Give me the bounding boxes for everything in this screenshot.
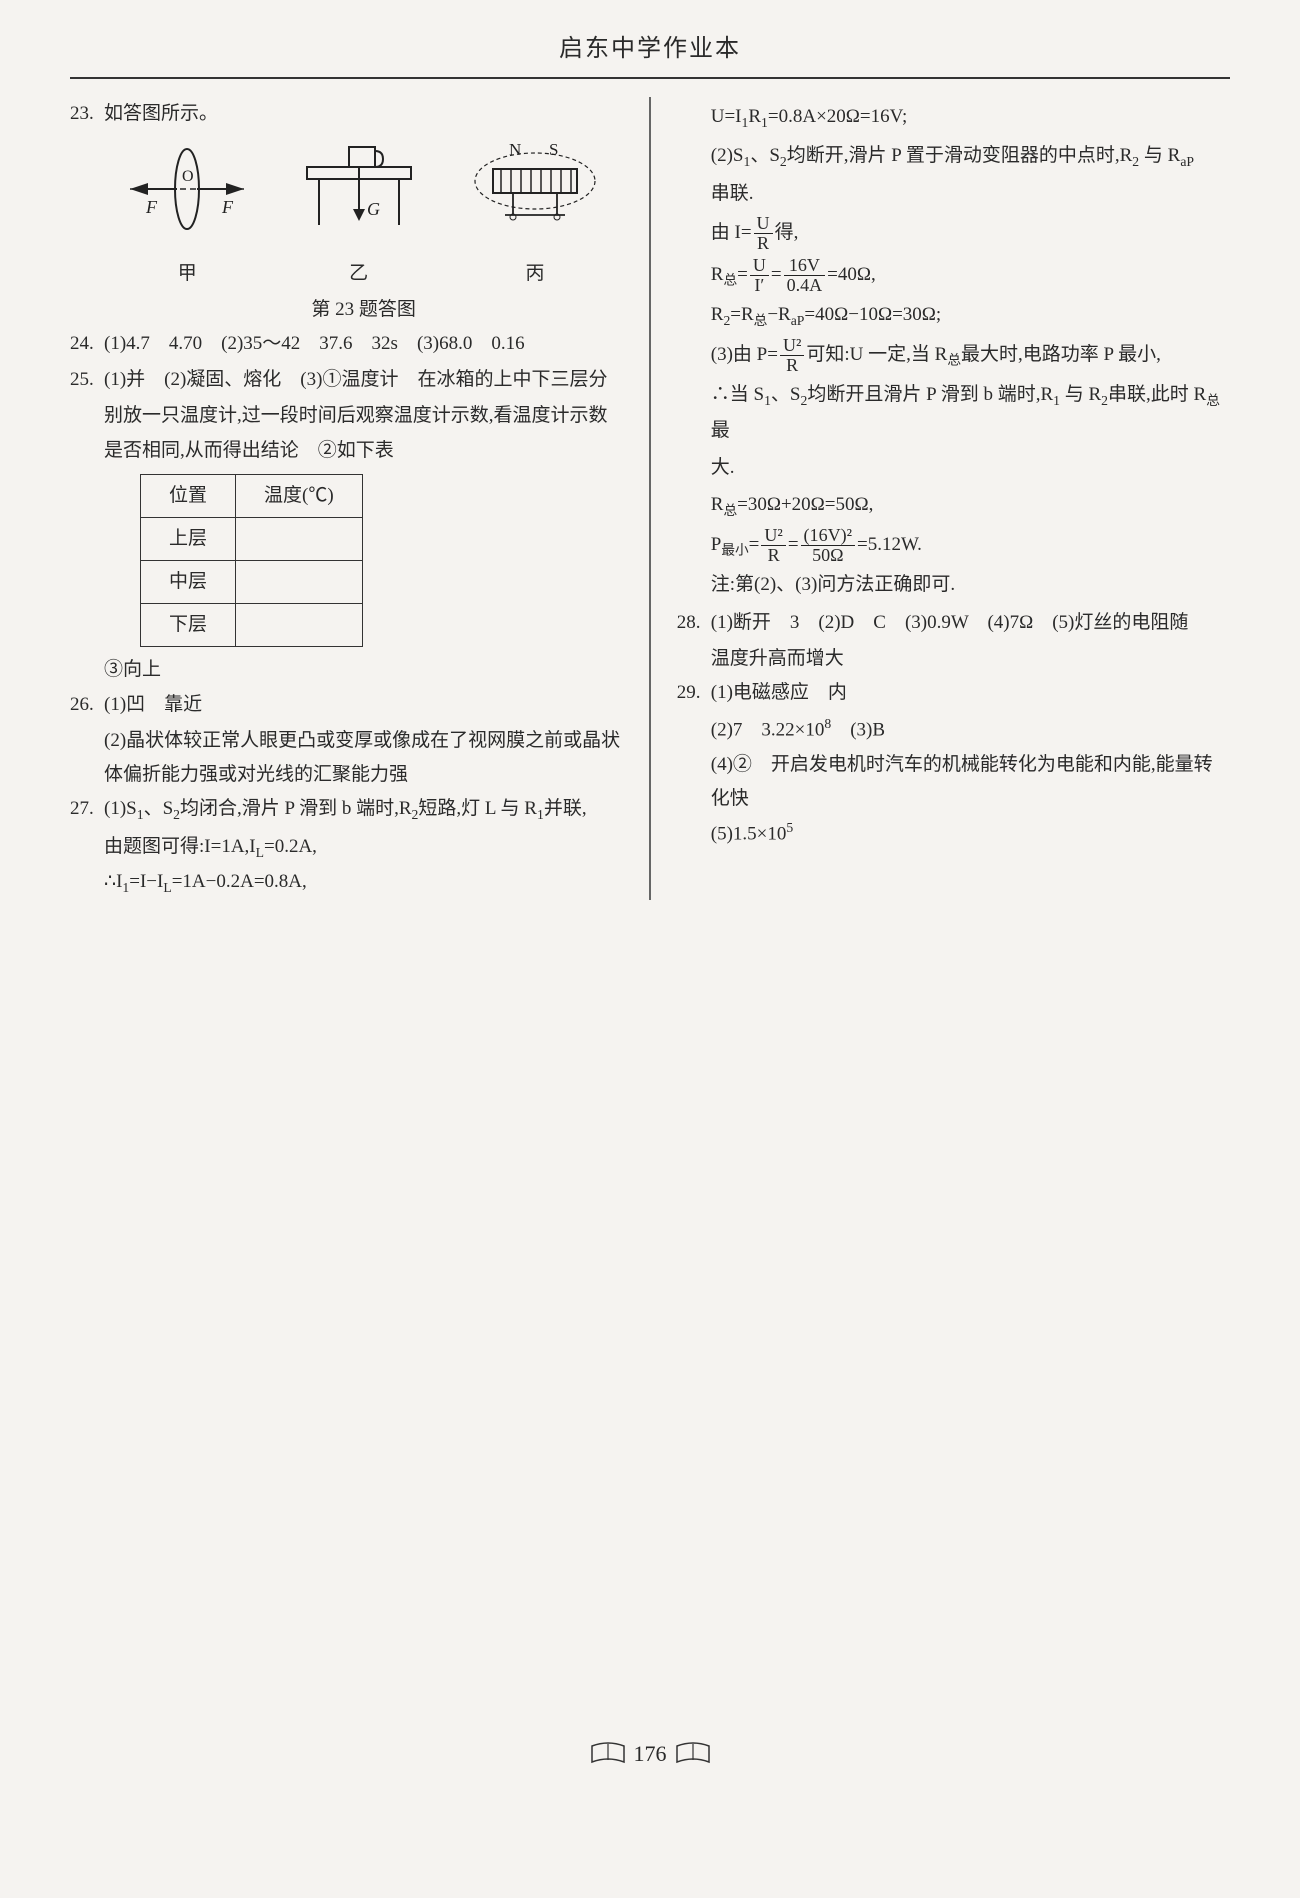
book-right-icon: [673, 1742, 713, 1766]
row-bot: 下层: [141, 604, 236, 647]
q27-l3: ∴I1=I−IL=1A−0.2A=0.8A,: [70, 865, 623, 900]
r6: R2=R总−RaP=40Ω−10Ω=30Ω;: [677, 298, 1230, 333]
q27-l2: 由题图可得:I=1A,IL=0.2A,: [70, 830, 623, 865]
r7: (3)由 P=U²R可知:U 一定,当 R总最大时,电路功率 P 最小,: [677, 336, 1230, 375]
q23: 23. 如答图所示。: [70, 97, 623, 131]
q26-num: 26.: [70, 688, 104, 722]
header-rule: [70, 77, 1230, 79]
q28-num: 28.: [677, 606, 711, 640]
fig-jia-label: 甲: [122, 257, 252, 291]
r5: R总=UI′=16V0.4A=40Ω,: [677, 256, 1230, 295]
r12: 注:第(2)、(3)问方法正确即可.: [677, 568, 1230, 602]
page-footer: 176: [0, 1734, 1300, 1778]
solenoid-icon: N S: [465, 137, 605, 242]
cell-empty: [236, 604, 363, 647]
q23-body: 如答图所示。: [104, 97, 623, 131]
q29: 29. (1)电磁感应 内: [677, 676, 1230, 710]
q29-l4: 化快: [677, 782, 1230, 816]
th-pos: 位置: [141, 474, 236, 517]
r8: ∴当 S1、S2均断开且滑片 P 滑到 b 端时,R1 与 R2串联,此时 R总…: [677, 378, 1230, 448]
r1: U=I1R1=0.8A×20Ω=16V;: [677, 100, 1230, 135]
q25-l2: 别放一只温度计,过一段时间后观察温度计示数,看温度计示数: [70, 399, 623, 433]
q24-num: 24.: [70, 327, 104, 361]
q26-l2: (2)晶状体较正常人眼更凸或变厚或像成在了视网膜之前或晶状: [70, 724, 623, 758]
fig-caption: 第 23 题答图: [104, 293, 623, 327]
q29-l3: (4)② 开启发电机时汽车的机械能转化为电能和内能,能量转: [677, 748, 1230, 782]
column-divider: [649, 97, 651, 900]
row-top: 上层: [141, 517, 236, 560]
cell-empty: [236, 561, 363, 604]
r2: (2)S1、S2均断开,滑片 P 置于滑动变阻器的中点时,R2 与 RaP: [677, 139, 1230, 174]
fig-bing-label: 丙: [465, 257, 605, 291]
q25-num: 25.: [70, 363, 104, 397]
r3: 串联.: [677, 177, 1230, 211]
q29-num: 29.: [677, 676, 711, 710]
page: 启东中学作业本 23. 如答图所示。: [0, 0, 1300, 900]
fig-yi: G 乙: [289, 137, 429, 290]
q26-l3: 体偏折能力强或对光线的汇聚能力强: [70, 758, 623, 792]
q23-figure: F F O 甲: [70, 137, 623, 327]
q24: 24. (1)4.7 4.70 (2)35～42 37.6 32s (3)68.…: [70, 327, 623, 361]
r10: R总=30Ω+20Ω=50Ω,: [677, 488, 1230, 523]
q29-l2: (2)7 3.22×108 (3)B: [677, 712, 1230, 748]
svg-text:N: N: [509, 140, 521, 159]
fig-yi-label: 乙: [289, 257, 429, 291]
q26-l1: (1)凹 靠近: [104, 688, 623, 722]
svg-text:S: S: [549, 140, 558, 159]
row-mid: 中层: [141, 561, 236, 604]
q25-table: 位置 温度(℃) 上层 中层 下层: [140, 474, 363, 648]
q29-l1: (1)电磁感应 内: [711, 676, 1230, 710]
fig-bing: N S 丙: [465, 137, 605, 290]
svg-text:F: F: [221, 197, 234, 217]
page-number: 176: [634, 1734, 667, 1774]
q28-l1: (1)断开 3 (2)D C (3)0.9W (4)7Ω (5)灯丝的电阻随: [711, 606, 1230, 640]
fig-jia: F F O 甲: [122, 137, 252, 290]
q29-l5: (5)1.5×105: [677, 816, 1230, 852]
columns: 23. 如答图所示。 F F: [70, 97, 1230, 900]
q27: 27. (1)S1、S2均闭合,滑片 P 滑到 b 端时,R2短路,灯 L 与 …: [70, 792, 623, 827]
q28: 28. (1)断开 3 (2)D C (3)0.9W (4)7Ω (5)灯丝的电…: [677, 606, 1230, 640]
q25-l4: ③向上: [70, 653, 623, 687]
book-left-icon: [588, 1742, 628, 1766]
q24-body: (1)4.7 4.70 (2)35～42 37.6 32s (3)68.0 0.…: [104, 327, 623, 361]
svg-text:O: O: [182, 168, 194, 185]
left-column: 23. 如答图所示。 F F: [70, 97, 623, 900]
q26: 26. (1)凹 靠近: [70, 688, 623, 722]
q25: 25. (1)并 (2)凝固、熔化 (3)①温度计 在冰箱的上中下三层分: [70, 363, 623, 397]
r4: 由 I=UR得,: [677, 214, 1230, 253]
q23-num: 23.: [70, 97, 104, 131]
lens-icon: F F O: [122, 137, 252, 242]
q25-l3: 是否相同,从而得出结论 ②如下表: [70, 434, 623, 468]
r11: P最小=U²R=(16V)²50Ω=5.12W.: [677, 526, 1230, 565]
svg-text:G: G: [367, 199, 380, 219]
r9: 大.: [677, 451, 1230, 485]
header-title: 启东中学作业本: [70, 28, 1230, 77]
q28-l2: 温度升高而增大: [677, 642, 1230, 676]
q25-l1: (1)并 (2)凝固、熔化 (3)①温度计 在冰箱的上中下三层分: [104, 363, 623, 397]
q27-num: 27.: [70, 792, 104, 827]
right-column: U=I1R1=0.8A×20Ω=16V; (2)S1、S2均断开,滑片 P 置于…: [677, 97, 1230, 900]
th-temp: 温度(℃): [236, 474, 363, 517]
svg-text:F: F: [145, 197, 158, 217]
q27-l1: (1)S1、S2均闭合,滑片 P 滑到 b 端时,R2短路,灯 L 与 R1并联…: [104, 792, 623, 827]
cell-empty: [236, 517, 363, 560]
table-icon: G: [289, 137, 429, 242]
